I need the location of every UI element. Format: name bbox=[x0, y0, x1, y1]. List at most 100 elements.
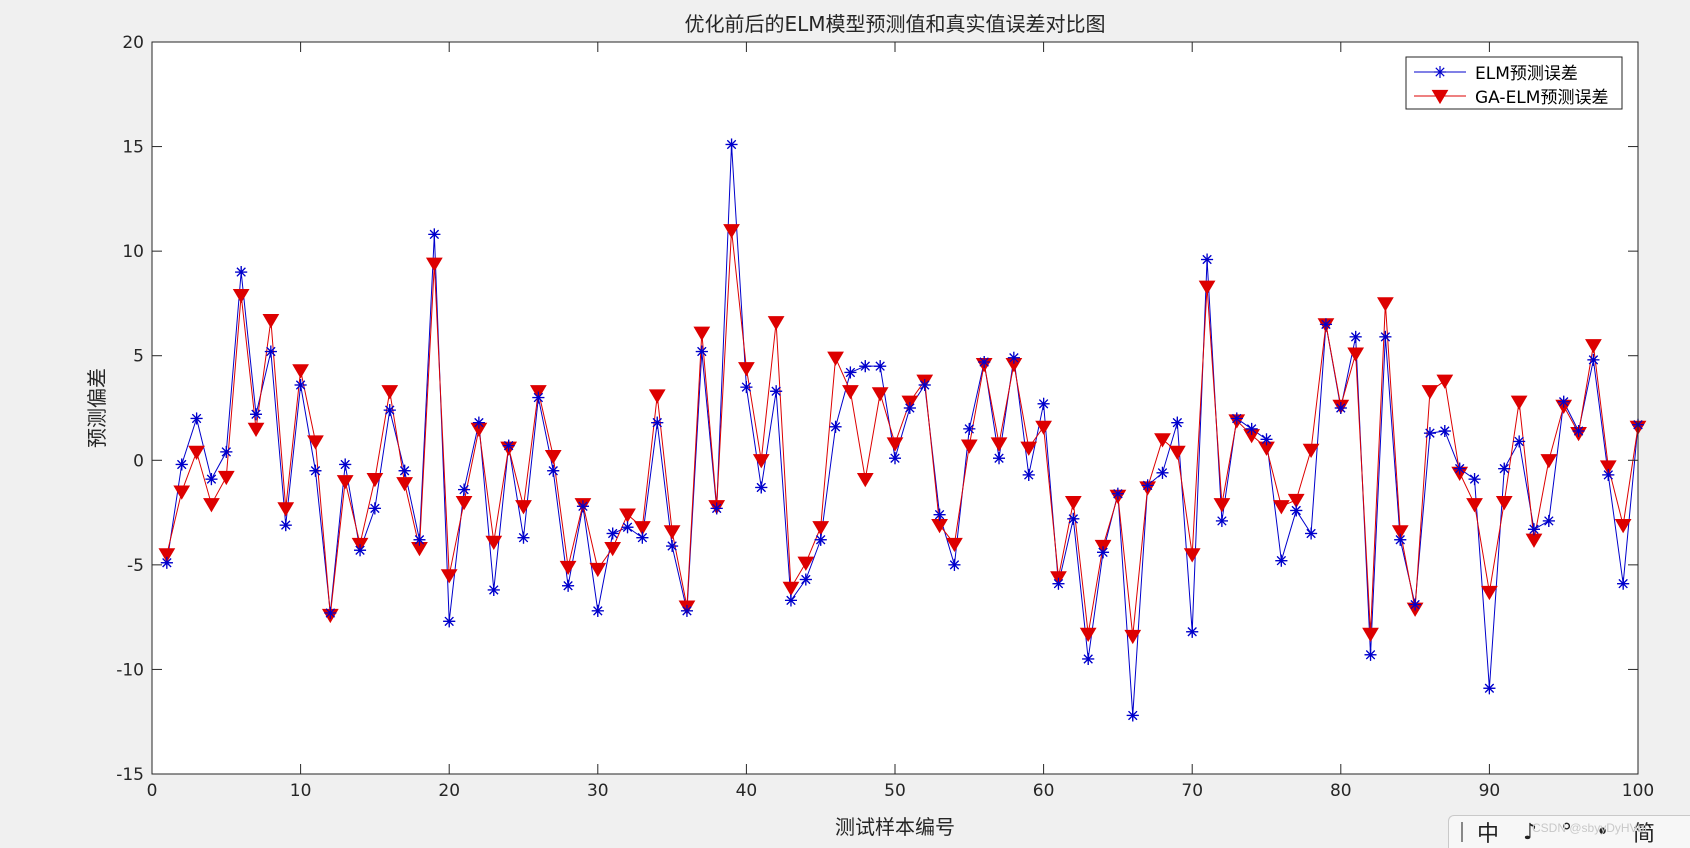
data-point bbox=[886, 437, 904, 452]
data-point bbox=[1305, 527, 1318, 540]
data-point bbox=[993, 452, 1006, 465]
data-point bbox=[1126, 709, 1139, 722]
ime-drag-handle[interactable] bbox=[1461, 822, 1463, 842]
ime-toolbar[interactable]: 中 ♪ ° • 简 bbox=[1448, 815, 1690, 848]
data-point bbox=[856, 472, 874, 488]
data-point bbox=[1201, 253, 1214, 266]
legend-marker-elm bbox=[1434, 66, 1446, 78]
ime-width-toggle[interactable]: ° bbox=[1561, 819, 1573, 845]
data-point bbox=[755, 481, 768, 494]
watermark: CSDN @sbyyDyHVbi bbox=[1532, 821, 1647, 835]
data-point bbox=[1349, 330, 1362, 343]
data-point bbox=[1436, 374, 1454, 389]
data-point bbox=[978, 355, 991, 368]
legend-triangle-icon bbox=[1431, 89, 1449, 105]
data-point bbox=[1260, 433, 1273, 446]
data-point bbox=[829, 420, 842, 433]
x-tick-label: 100 bbox=[1622, 781, 1654, 801]
data-point bbox=[1215, 514, 1228, 527]
data-point bbox=[307, 435, 324, 450]
x-tick-label: 20 bbox=[438, 781, 460, 801]
x-tick-label: 70 bbox=[1181, 781, 1203, 801]
ime-chinese-mode-toggle[interactable]: 中 bbox=[1477, 822, 1500, 847]
y-tick-label: -10 bbox=[116, 660, 144, 680]
data-point bbox=[247, 422, 265, 438]
data-point bbox=[544, 449, 562, 465]
data-point bbox=[1423, 427, 1436, 440]
data-point bbox=[1347, 347, 1365, 362]
y-tick-label: 15 bbox=[122, 138, 144, 158]
x-tick-label: 60 bbox=[1033, 781, 1055, 801]
data-point bbox=[205, 473, 218, 486]
data-point bbox=[398, 464, 411, 477]
data-point bbox=[203, 498, 220, 513]
data-point bbox=[770, 385, 783, 398]
data-point bbox=[1466, 498, 1483, 513]
data-point bbox=[1067, 512, 1080, 525]
data-point bbox=[1230, 412, 1243, 425]
series-ga-elm bbox=[166, 230, 1639, 637]
data-point bbox=[812, 521, 830, 536]
data-point bbox=[1007, 351, 1020, 364]
y-tick-label: 10 bbox=[122, 242, 144, 262]
data-point bbox=[455, 495, 473, 511]
ime-punctuation-toggle[interactable]: ♪ bbox=[1523, 819, 1538, 845]
y-tick-label: 0 bbox=[133, 451, 144, 471]
data-point bbox=[368, 502, 381, 515]
data-point bbox=[784, 594, 797, 607]
data-point bbox=[1599, 460, 1617, 475]
data-point bbox=[1364, 648, 1377, 661]
legend-label-elm: ELM预测误差 bbox=[1475, 64, 1578, 84]
data-point bbox=[1272, 500, 1290, 515]
legend-marker-ga-elm bbox=[1431, 89, 1449, 105]
data-point bbox=[1377, 297, 1394, 312]
data-point bbox=[1079, 627, 1097, 642]
data-point bbox=[621, 521, 634, 534]
series-elm bbox=[166, 144, 1639, 716]
ime-settings-toggle[interactable]: • bbox=[1596, 819, 1610, 845]
data-point bbox=[636, 531, 649, 544]
data-point bbox=[799, 573, 812, 586]
data-point bbox=[277, 502, 295, 517]
data-point bbox=[1527, 523, 1540, 536]
x-tick-label: 80 bbox=[1330, 781, 1352, 801]
ime-simplified-toggle[interactable]: 简 bbox=[1633, 822, 1656, 847]
y-tick-label: -5 bbox=[127, 556, 144, 576]
data-point bbox=[604, 542, 622, 557]
data-point bbox=[1585, 339, 1602, 354]
data-point bbox=[606, 527, 619, 540]
data-point bbox=[1409, 598, 1422, 611]
data-point bbox=[1097, 546, 1110, 559]
data-point bbox=[250, 408, 263, 421]
data-point bbox=[666, 540, 679, 553]
data-point bbox=[381, 385, 399, 400]
data-point bbox=[591, 604, 604, 617]
data-point bbox=[814, 533, 827, 546]
data-point bbox=[1614, 518, 1632, 534]
data-point bbox=[1183, 548, 1201, 563]
data-point bbox=[797, 556, 815, 571]
data-point bbox=[1156, 466, 1169, 479]
data-point bbox=[946, 537, 963, 553]
data-point bbox=[383, 404, 396, 417]
data-point bbox=[933, 508, 946, 521]
legend-asterisk-icon bbox=[1434, 66, 1446, 78]
data-point bbox=[1035, 420, 1052, 435]
data-point bbox=[648, 389, 666, 404]
y-axis-label: 预测偏差 bbox=[85, 368, 109, 448]
x-axis-label: 测试样本编号 bbox=[835, 815, 955, 839]
data-point bbox=[1287, 493, 1305, 509]
data-point bbox=[309, 464, 322, 477]
x-tick-label: 90 bbox=[1479, 781, 1501, 801]
data-point bbox=[871, 387, 889, 402]
data-point bbox=[1124, 629, 1142, 645]
legend[interactable]: ELM预测误差 GA-ELM预测误差 bbox=[1405, 56, 1623, 110]
data-point bbox=[396, 477, 413, 492]
data-point bbox=[576, 500, 589, 513]
data-point bbox=[634, 521, 651, 536]
data-point bbox=[844, 366, 857, 379]
data-point bbox=[1213, 498, 1231, 513]
data-point bbox=[1290, 504, 1303, 517]
data-point bbox=[1111, 487, 1124, 500]
